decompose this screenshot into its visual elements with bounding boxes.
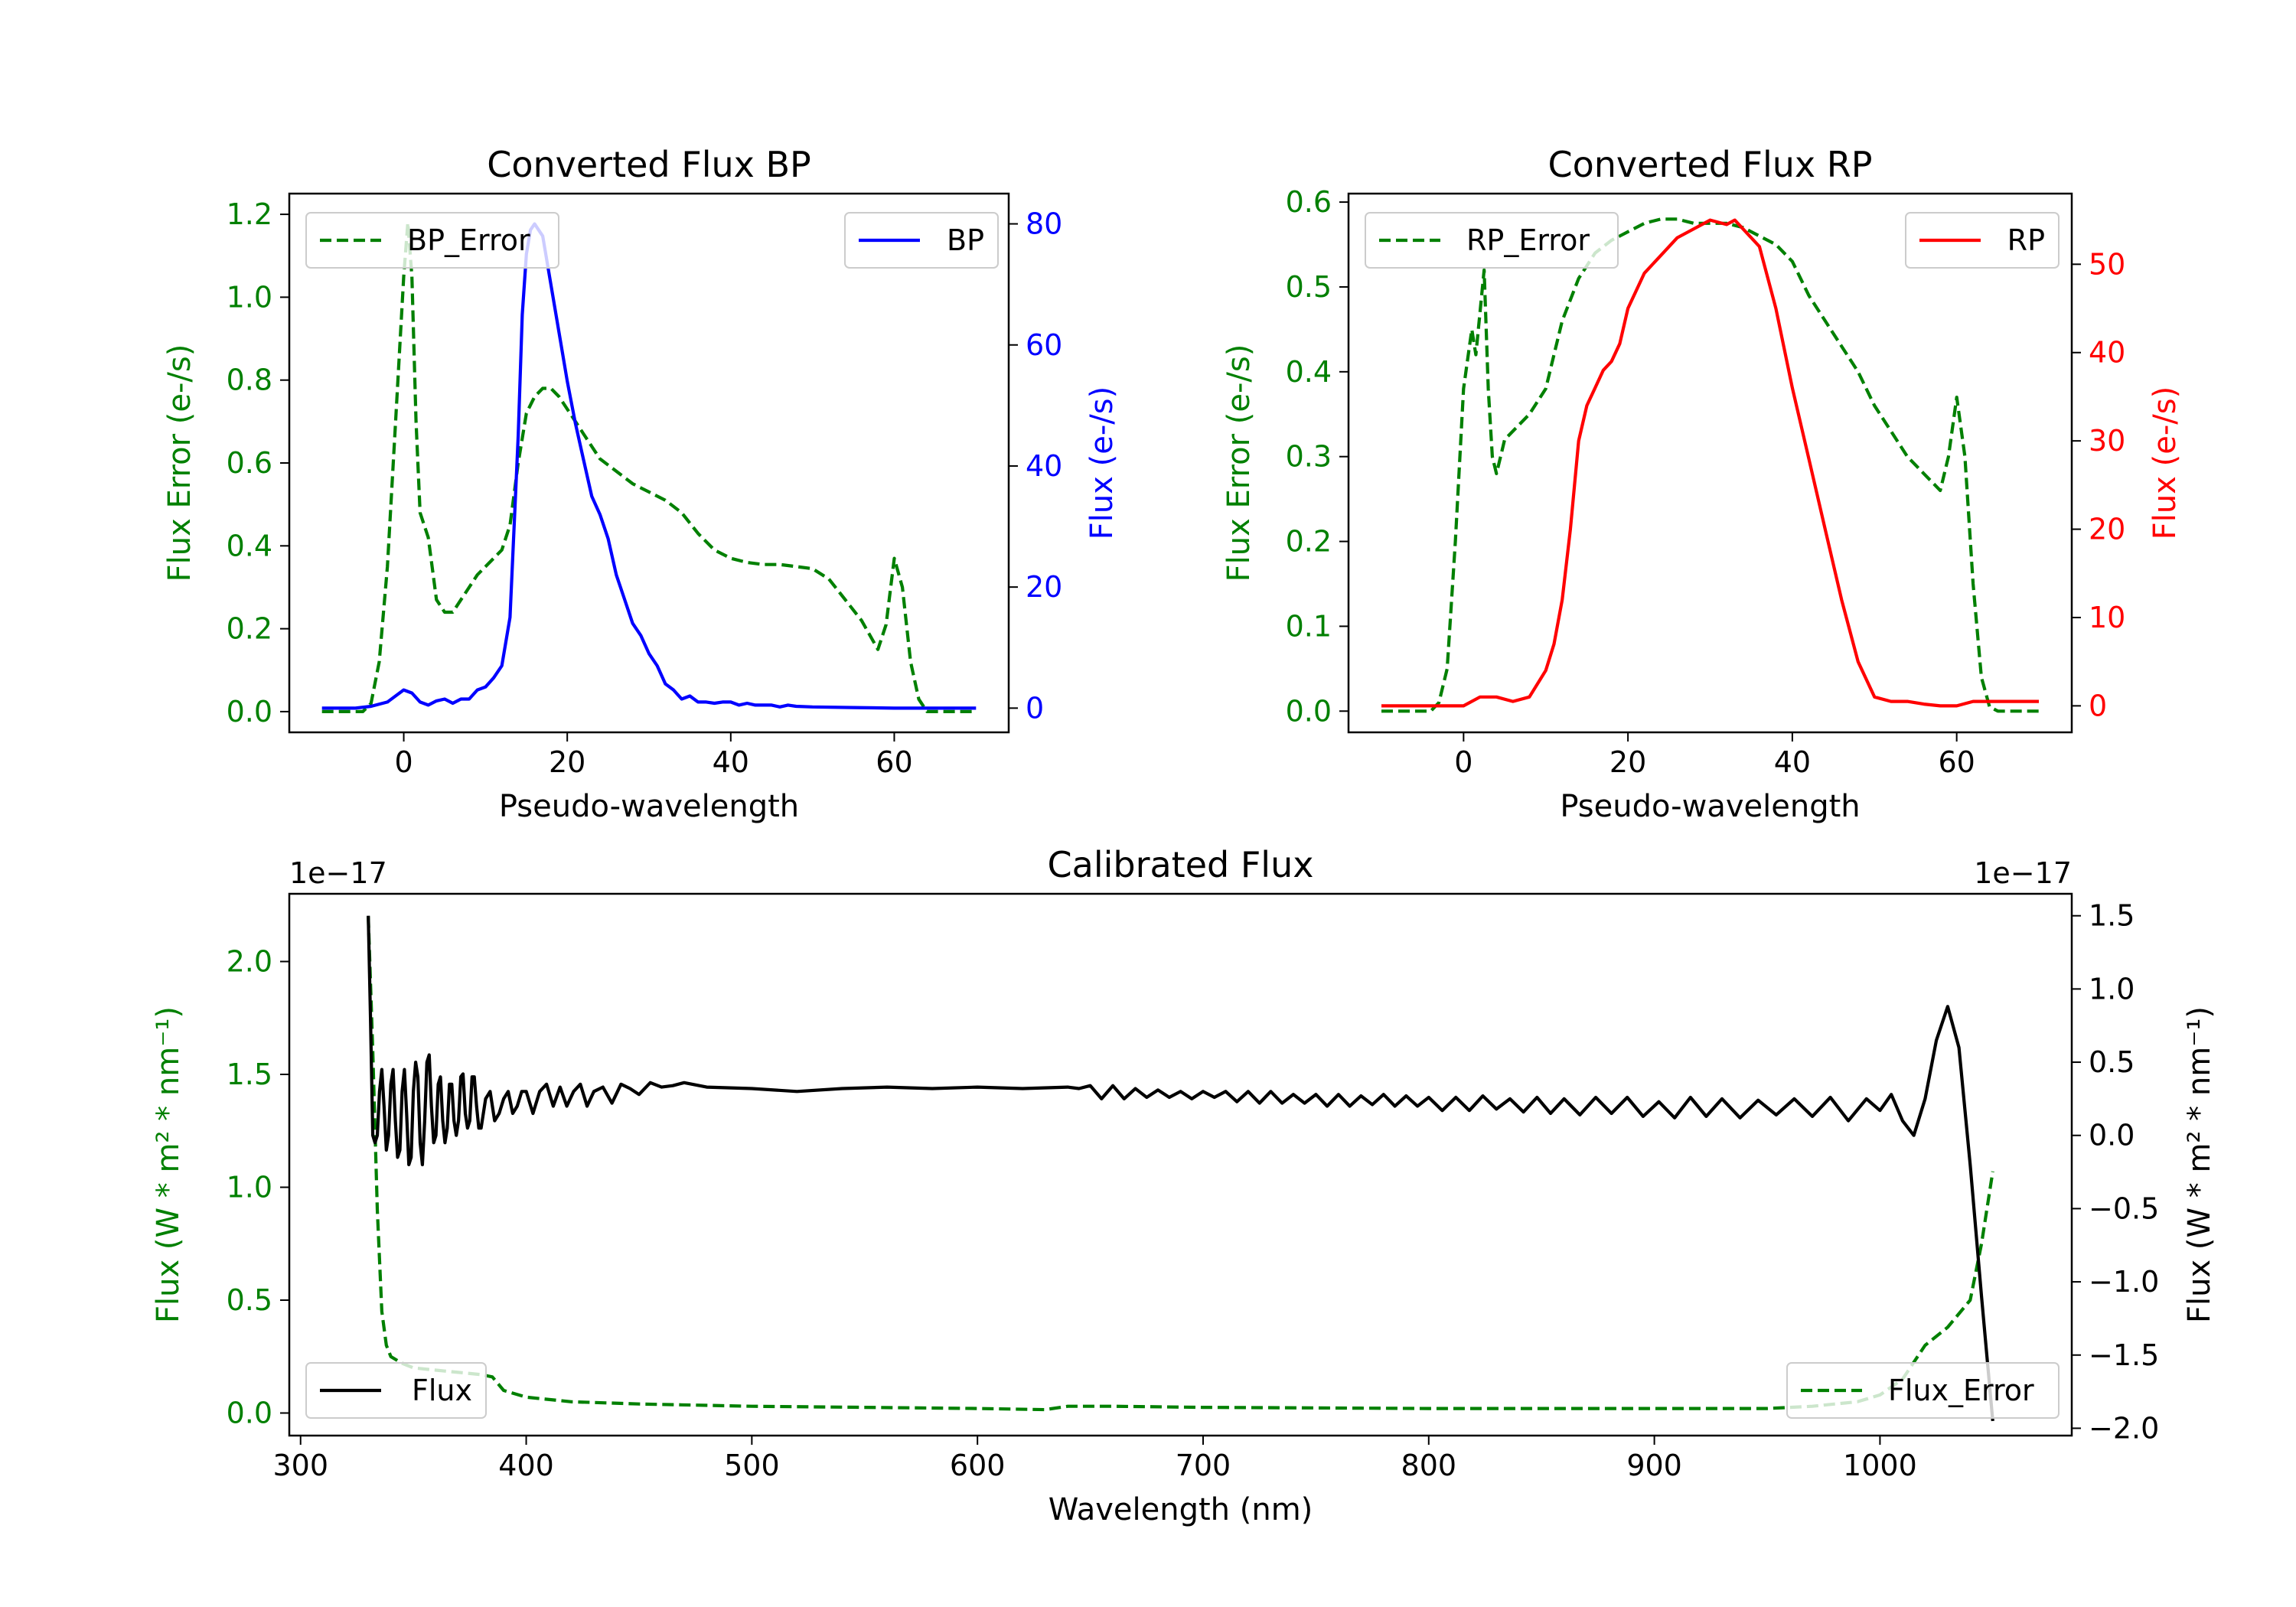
legend-flux-error: Flux_Error: [1786, 1362, 2060, 1419]
y-right-tick-label: 0.0: [2089, 1119, 2135, 1152]
legend-box: [305, 1362, 487, 1419]
legend-box: [844, 212, 999, 269]
x-axis-label: Pseudo-wavelength: [499, 789, 799, 824]
x-axis-label: Wavelength (nm): [1049, 1492, 1313, 1527]
y-left-tick-label: 0.1: [1286, 609, 1332, 643]
x-tick-label: 60: [1938, 745, 1975, 779]
x-tick-label: 300: [272, 1449, 328, 1482]
bp-chart: 0 20 40 60 0.0 0.2 0.4 0.6 0.8 1.0 1.2 0 20 40 60 80 Con…: [162, 144, 1120, 824]
y-right-tick-label: 0.5: [2089, 1045, 2135, 1079]
y-right-axis-label: Flux (e-/s): [1084, 386, 1120, 539]
y-right-tick-label: 50: [2089, 247, 2125, 281]
y-right-tick-label: −1.5: [2089, 1338, 2159, 1372]
x-tick-label: 800: [1401, 1449, 1457, 1482]
y-right-tick-label: 0: [1026, 691, 1044, 725]
rp-chart: 0 20 40 60 0.0 0.1 0.2 0.3 0.4 0.5 0.6 0 10 20 30 40 50 C…: [1221, 144, 2183, 824]
x-tick-label: 20: [1609, 745, 1646, 779]
y-right-tick-label: 10: [2089, 601, 2125, 634]
x-tick-label: 40: [1774, 745, 1811, 779]
legend-label: Flux: [412, 1374, 472, 1407]
legend-box: [1365, 212, 1619, 269]
series-flux-line: [367, 915, 1994, 1422]
y-right-tick-label: 1.0: [2089, 972, 2135, 1006]
y-left-tick-label: 0.0: [1286, 694, 1332, 728]
chart-title: Converted Flux BP: [487, 144, 811, 185]
chart-title: Calibrated Flux: [1048, 844, 1314, 885]
x-tick-label: 600: [950, 1449, 1006, 1482]
axes-frame: [1347, 192, 2073, 734]
y-right-tick-label: 1.5: [2089, 899, 2135, 933]
y-left-tick-label: 0.2: [1286, 525, 1332, 559]
legend-bp-error: BP_Error: [305, 212, 559, 269]
y-right-tick-label: 40: [2089, 336, 2125, 370]
y-right-tick-label: −2.0: [2089, 1411, 2159, 1445]
x-tick-label: 500: [724, 1449, 780, 1482]
y-left-tick-label: 2.0: [227, 945, 272, 979]
x-axis-label: Pseudo-wavelength: [1560, 789, 1860, 824]
legend-rp: RP: [1905, 212, 2060, 269]
legend-box: [1786, 1362, 2060, 1419]
legend-bp: BP: [844, 212, 999, 269]
y-left-offset-label: 1e−17: [289, 856, 387, 890]
x-tick-label: 40: [713, 745, 749, 779]
y-right-tick-label: 20: [2089, 513, 2125, 546]
series-rp-line: [1381, 218, 2039, 708]
legend-box: [305, 212, 559, 269]
y-right-tick-label: 20: [1026, 570, 1062, 604]
y-left-axis-label: Flux Error (e-/s): [1221, 344, 1257, 582]
y-right-tick-label: −1.0: [2089, 1265, 2159, 1299]
y-right-tick-label: 0: [2089, 689, 2107, 722]
y-left-tick-label: 1.5: [227, 1058, 272, 1091]
y-right-tick-label: 30: [2089, 424, 2125, 458]
y-left-tick-label: 0.4: [1286, 355, 1332, 389]
calibrated-chart: 300 400 500 600 700 800 900 1000 0.0 0.5 1.0 1.5 2.0…: [151, 844, 2217, 1527]
y-right-offset-label: 1e−17: [1974, 856, 2072, 890]
legend-label: BP_Error: [407, 223, 530, 257]
x-tick-label: 900: [1626, 1449, 1682, 1482]
y-left-tick-label: 0.4: [227, 529, 272, 562]
y-right-axis-label: Flux (W * m² * nm⁻¹): [2182, 1006, 2217, 1323]
x-tick-label: 60: [876, 745, 912, 779]
legend-flux: Flux: [305, 1362, 487, 1419]
y-left-tick-label: 0.3: [1286, 440, 1332, 474]
series-flux-error-line: [367, 916, 1994, 1412]
series-bp-error-line: [321, 220, 977, 713]
y-left-tick-label: 0.0: [227, 695, 272, 729]
legend-label: BP: [947, 223, 984, 257]
y-left-tick-label: 0.5: [1286, 270, 1332, 304]
x-tick-label: 0: [1454, 745, 1473, 779]
y-left-tick-label: 0.6: [1286, 185, 1332, 219]
y-left-tick-label: 0.6: [227, 446, 272, 480]
y-left-tick-label: 1.0: [227, 280, 272, 314]
y-left-tick-label: 0.2: [227, 612, 272, 646]
chart-title: Converted Flux RP: [1548, 144, 1873, 185]
x-tick-label: 0: [394, 745, 413, 779]
y-right-tick-label: −0.5: [2089, 1191, 2159, 1225]
legend-label: Flux_Error: [1888, 1374, 2034, 1407]
y-left-tick-label: 1.2: [227, 197, 272, 231]
y-right-tick-label: 60: [1026, 328, 1062, 362]
y-right-tick-label: 40: [1026, 449, 1062, 483]
x-tick-label: 20: [549, 745, 585, 779]
y-right-tick-label: 80: [1026, 207, 1062, 241]
y-left-tick-label: 0.8: [227, 363, 272, 397]
legend-label: RP: [2007, 223, 2045, 257]
series-bp-line: [321, 222, 977, 710]
legend-rp-error: RP_Error: [1365, 212, 1619, 269]
x-tick-label: 700: [1176, 1449, 1231, 1482]
y-left-tick-label: 1.0: [227, 1171, 272, 1204]
axes-frame: [288, 892, 2073, 1437]
legend-box: [1905, 212, 2060, 269]
y-left-tick-label: 0.0: [227, 1397, 272, 1430]
x-tick-label: 1000: [1843, 1449, 1917, 1482]
y-left-tick-label: 0.5: [227, 1283, 272, 1317]
y-right-axis-label: Flux (e-/s): [2148, 386, 2183, 539]
series-rp-error-line: [1381, 217, 2039, 713]
legend-label: RP_Error: [1466, 223, 1590, 257]
x-tick-label: 400: [498, 1449, 554, 1482]
y-left-axis-label: Flux (W * m² * nm⁻¹): [151, 1006, 186, 1323]
y-left-axis-label: Flux Error (e-/s): [162, 344, 197, 582]
